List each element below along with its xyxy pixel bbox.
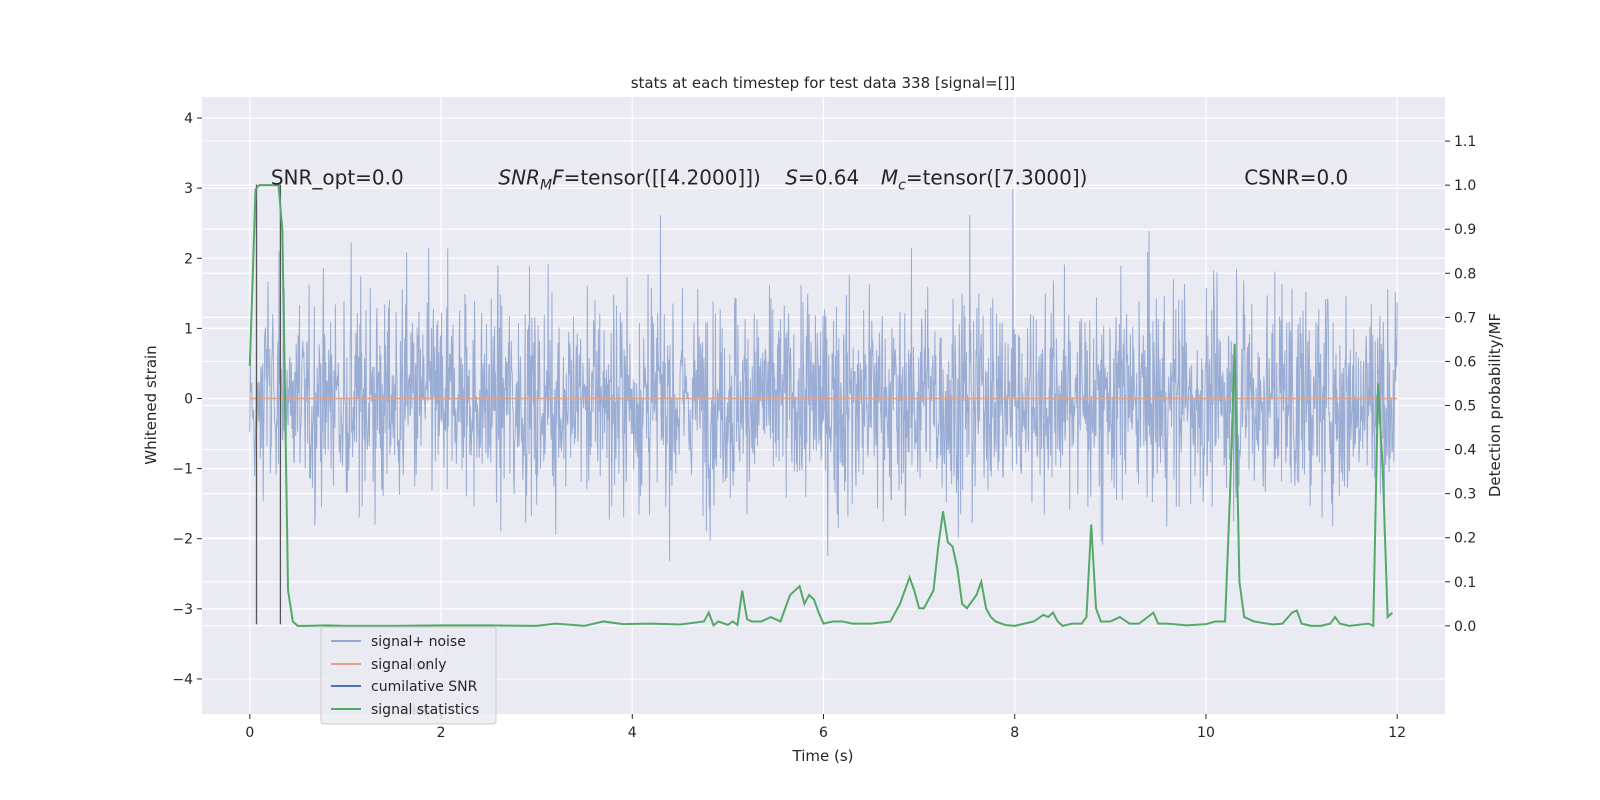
y2-tick-label: 1.0 (1454, 178, 1476, 194)
y2-axis-label: Detection probability/MF (1486, 313, 1504, 497)
y2-tick-label: 1.1 (1454, 134, 1476, 150)
legend-box (320, 626, 497, 725)
y2-tick-label: 0.1 (1454, 575, 1476, 591)
y-tick-label: 0 (184, 391, 193, 407)
signal-statistics-line (248, 184, 1394, 628)
y-tick-label: −3 (172, 602, 193, 618)
annotation-text: S=0.64 (785, 166, 859, 190)
legend-ghost-text: ...ics (400, 704, 430, 719)
y2-tick-label: 0.0 (1454, 619, 1476, 635)
y2-tick-label: 0.7 (1454, 310, 1476, 326)
y-axis-ticks: 4 3 2 1 0 −1 −2 −3 −4 (172, 111, 202, 688)
y-tick-label: 4 (184, 111, 193, 127)
annotation-text: CSNR=0.0 (1244, 166, 1348, 190)
annotations: SNR_opt=0.0 SNRMF=tensor([[4.2000]]) S=0.6… (271, 166, 1348, 194)
legend-item-signal-statistics: signal statistics (371, 702, 479, 718)
y-tick-label: −2 (172, 532, 193, 548)
y2-tick-label: 0.4 (1454, 443, 1476, 459)
y2-tick-label: 0.8 (1454, 266, 1476, 282)
cumulative-snr-markers (255, 184, 282, 625)
legend: ...ise ...ics signal+ noise signal only … (320, 626, 497, 725)
legend-item-signal-only: signal only (371, 657, 446, 673)
x-tick-label: 0 (245, 725, 254, 741)
y2-tick-label: 0.5 (1454, 399, 1476, 415)
legend-item-cumilative-snr: cumilative SNR (371, 679, 478, 695)
x-tick-label: 8 (1010, 725, 1019, 741)
series-signal-plus-noise (249, 188, 1398, 561)
x-tick-label: 4 (628, 725, 637, 741)
y-tick-label: −1 (172, 462, 193, 478)
y-tick-label: −4 (172, 672, 193, 688)
series-signal-statistics (248, 184, 1394, 628)
legend-ghost-text: ...ise (400, 659, 431, 674)
y-tick-label: 2 (184, 251, 193, 267)
annotation-text: SNR_opt=0.0 (271, 166, 404, 190)
x-axis-ticks: 0 2 4 6 8 10 12 (245, 714, 1406, 741)
legend-item-signal-plus-noise: signal+ noise (371, 634, 466, 650)
y2-tick-label: 0.2 (1454, 531, 1476, 547)
annotation-text: SNRMF=tensor([[4.2000]]) (498, 166, 760, 194)
y-tick-label: 3 (184, 181, 193, 197)
y2-tick-label: 0.3 (1454, 487, 1476, 503)
y2-tick-label: 0.6 (1454, 354, 1476, 370)
x-tick-label: 12 (1388, 725, 1406, 741)
signal-plus-noise-line (249, 188, 1398, 561)
y-axis-label: Whitened strain (142, 345, 160, 464)
y2-axis-ticks: 1.1 1.0 0.9 0.8 0.7 0.6 0.5 0.4 0.3 0.2 0.1 0.0 (1445, 134, 1476, 635)
y2-tick-label: 0.9 (1454, 222, 1476, 238)
x-tick-label: 6 (819, 725, 828, 741)
x-axis-label: Time (s) (792, 747, 854, 765)
x-tick-label: 2 (437, 725, 446, 741)
y-tick-label: 1 (184, 321, 193, 337)
annotation-text: Mc=tensor([7.3000]) (881, 166, 1088, 194)
x-tick-label: 10 (1197, 725, 1215, 741)
chart-title: stats at each timestep for test data 338… (631, 74, 1016, 92)
